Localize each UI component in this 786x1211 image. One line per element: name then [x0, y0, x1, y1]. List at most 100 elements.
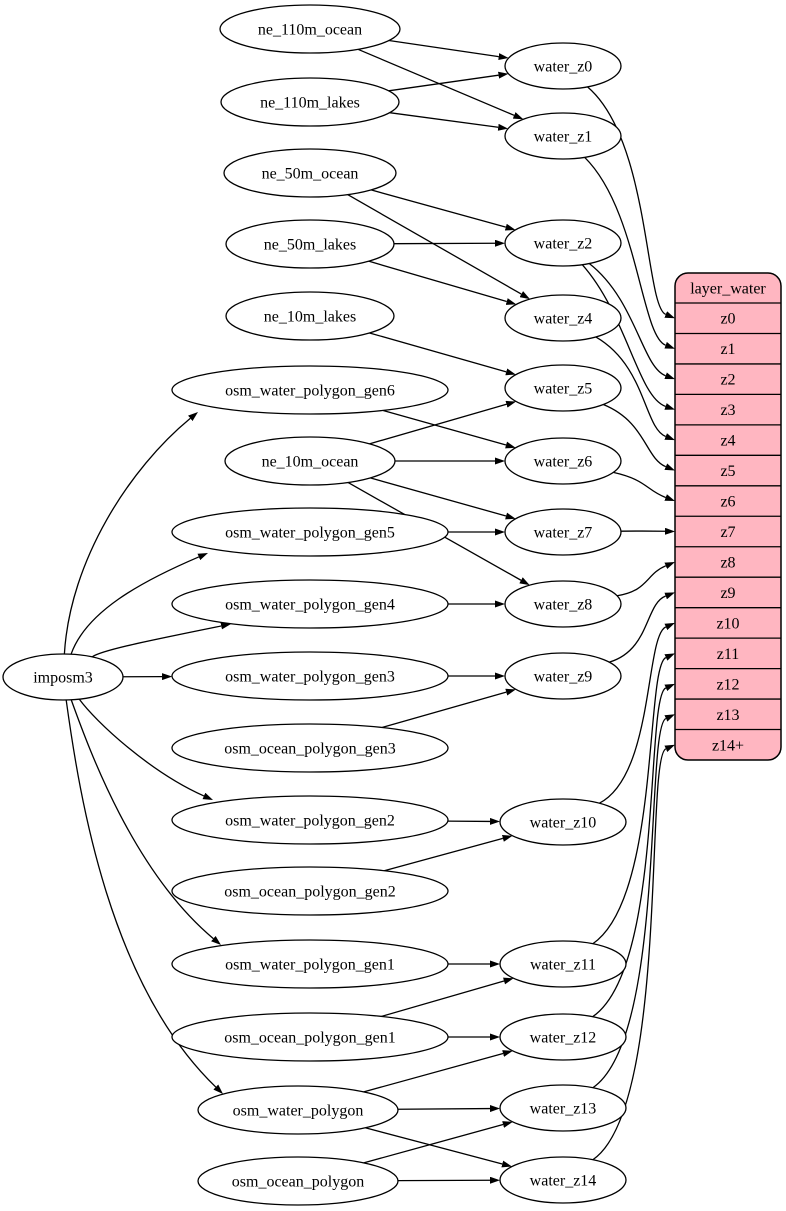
- table-row-z9: z9: [720, 585, 735, 602]
- node-ellipse-osm_water_polygon_gen3: [171, 651, 449, 701]
- node-ellipse-osm_ocean_polygon_gen3: [171, 723, 449, 773]
- node-ellipse-water_z9: [504, 652, 622, 700]
- node-label-water_z11: water_z11: [530, 957, 596, 974]
- node-ellipse-ne_10m_lakes: [225, 291, 395, 341]
- table-row-z14+: z14+: [712, 737, 744, 754]
- node-ellipse-water_z11: [499, 940, 627, 988]
- edge-osm_water_polygon-to-water_z14: [365, 1127, 512, 1168]
- node-water_z2: water_z2: [504, 219, 622, 267]
- edge-osm_water_polygon-to-water_z13: [397, 1105, 501, 1113]
- node-label-ne_50m_ocean: ne_50m_ocean: [262, 166, 359, 183]
- node-label-water_z5: water_z5: [534, 381, 593, 398]
- node-ellipse-water_z8: [504, 580, 622, 628]
- node-ellipse-ne_50m_lakes: [225, 219, 395, 269]
- node-label-ne_10m_ocean: ne_10m_ocean: [262, 454, 359, 471]
- table-layer-water: layer_water z0 z1 z2 z3 z4 z5 z6 z7 z8 z9 z10 z11 z12…: [674, 272, 782, 761]
- edge-imposm3-to-osm_water_polygon_gen6: [63, 411, 198, 655]
- edge-ne_50m_ocean-to-water_z2: [370, 189, 516, 231]
- edge-water_z13-to-z13: [592, 714, 675, 1089]
- node-label-water_z14: water_z14: [530, 1173, 597, 1190]
- node-imposm3: imposm3: [2, 653, 124, 701]
- edge-water_z8-to-z8: [617, 561, 675, 597]
- table-row-z12: z12: [716, 676, 739, 693]
- node-ellipse-osm_water_polygon_gen6: [171, 365, 449, 415]
- edge-water_z2-to-z2: [588, 262, 675, 380]
- node-ellipse-water_z13: [499, 1084, 627, 1132]
- node-label-osm_water_polygon_gen3: osm_water_polygon_gen3: [225, 669, 395, 686]
- edge-imposm3-to-osm_water_polygon_gen1: [70, 699, 221, 946]
- edge-water_z12-to-z12: [592, 683, 675, 1018]
- node-water_z10: water_z10: [499, 798, 627, 846]
- edge-water_z10-to-z10: [599, 622, 675, 804]
- node-ne_50m_lakes: ne_50m_lakes: [225, 219, 395, 269]
- edge-imposm3-to-osm_water_polygon_gen5: [70, 552, 208, 655]
- edge-water_z9-to-z9: [609, 592, 675, 663]
- node-osm_water_polygon_gen3: osm_water_polygon_gen3: [171, 651, 449, 701]
- node-water_z6: water_z6: [504, 437, 622, 485]
- table-row-z13: z13: [716, 707, 739, 724]
- node-ellipse-osm_water_polygon_gen2: [171, 795, 449, 845]
- node-ne_110m_ocean: ne_110m_ocean: [219, 4, 401, 54]
- node-label-water_z10: water_z10: [530, 815, 597, 832]
- node-osm_water_polygon_gen6: osm_water_polygon_gen6: [171, 365, 449, 415]
- node-label-ne_110m_ocean: ne_110m_ocean: [258, 22, 362, 39]
- node-ne_10m_lakes: ne_10m_lakes: [225, 291, 395, 341]
- node-label-imposm3: imposm3: [33, 670, 93, 687]
- edge-osm_ocean_polygon_gen1-to-water_z11: [381, 977, 514, 1018]
- node-label-osm_ocean_polygon_gen3: osm_ocean_polygon_gen3: [224, 741, 396, 758]
- node-osm_ocean_polygon_gen1: osm_ocean_polygon_gen1: [171, 1012, 449, 1062]
- node-ellipse-imposm3: [2, 653, 124, 701]
- node-label-osm_water_polygon_gen2: osm_water_polygon_gen2: [225, 813, 395, 830]
- node-water_z1: water_z1: [504, 112, 622, 160]
- node-osm_water_polygon_gen4: osm_water_polygon_gen4: [171, 579, 449, 629]
- node-label-water_z4: water_z4: [534, 311, 593, 328]
- node-label-osm_ocean_polygon_gen2: osm_ocean_polygon_gen2: [224, 884, 396, 901]
- node-label-water_z8: water_z8: [534, 597, 593, 614]
- edge-water_z14-to-z14+: [592, 744, 675, 1161]
- node-ellipse-osm_ocean_polygon_gen2: [171, 866, 449, 916]
- edge-water_z11-to-z11: [592, 653, 675, 945]
- table-row-z4: z4: [720, 433, 735, 450]
- node-osm_water_polygon_gen5: osm_water_polygon_gen5: [171, 507, 449, 557]
- edge-osm_water_polygon_gen6-to-water_z6: [382, 409, 516, 449]
- node-ellipse-osm_ocean_polygon_gen1: [171, 1012, 449, 1062]
- node-water_z7: water_z7: [504, 508, 622, 556]
- node-label-osm_water_polygon_gen5: osm_water_polygon_gen5: [225, 525, 395, 542]
- table-row-z11: z11: [717, 646, 740, 663]
- node-label-water_z2: water_z2: [534, 236, 593, 253]
- edge-ne_50m_ocean-to-water_z4: [347, 194, 530, 300]
- edge-ne_10m_ocean-to-water_z5: [369, 400, 517, 445]
- node-label-osm_ocean_polygon: osm_ocean_polygon: [232, 1174, 364, 1191]
- node-water_z12: water_z12: [499, 1013, 627, 1061]
- table-row-z5: z5: [720, 463, 735, 480]
- edge-imposm3-to-osm_water_polygon_gen2: [78, 698, 213, 801]
- node-label-water_z9: water_z9: [534, 669, 593, 686]
- edge-osm_ocean_polygon-to-water_z13: [363, 1121, 513, 1164]
- node-label-osm_water_polygon: osm_water_polygon: [233, 1103, 364, 1120]
- node-ne_10m_ocean: ne_10m_ocean: [224, 436, 396, 486]
- node-ne_50m_ocean: ne_50m_ocean: [223, 148, 397, 198]
- node-label-ne_10m_lakes: ne_10m_lakes: [264, 309, 356, 326]
- edge-osm_ocean_polygon_gen2-to-water_z10: [384, 835, 513, 872]
- node-ellipse-water_z10: [499, 798, 627, 846]
- edge-osm_ocean_polygon_gen3-to-water_z9: [381, 688, 516, 729]
- node-ellipse-water_z4: [504, 294, 622, 342]
- node-ellipse-osm_water_polygon_gen1: [171, 939, 449, 989]
- node-ellipse-osm_water_polygon: [197, 1085, 399, 1135]
- node-osm_ocean_polygon_gen3: osm_ocean_polygon_gen3: [171, 723, 449, 773]
- node-ellipse-water_z7: [504, 508, 622, 556]
- node-label-water_z13: water_z13: [530, 1101, 597, 1118]
- node-ellipse-water_z6: [504, 437, 622, 485]
- edge-water_z6-to-z6: [613, 471, 675, 502]
- edge-ne_110m_lakes-to-water_z0: [388, 71, 509, 92]
- node-ellipse-water_z5: [504, 364, 622, 412]
- node-osm_ocean_polygon_gen2: osm_ocean_polygon_gen2: [171, 866, 449, 916]
- node-ellipse-water_z1: [504, 112, 622, 160]
- table-row-z3: z3: [720, 402, 735, 419]
- node-ellipse-ne_50m_ocean: [223, 148, 397, 198]
- table-row-z1: z1: [720, 341, 735, 358]
- node-label-ne_50m_lakes: ne_50m_lakes: [264, 237, 356, 254]
- node-water_z11: water_z11: [499, 940, 627, 988]
- node-label-water_z1: water_z1: [534, 129, 593, 146]
